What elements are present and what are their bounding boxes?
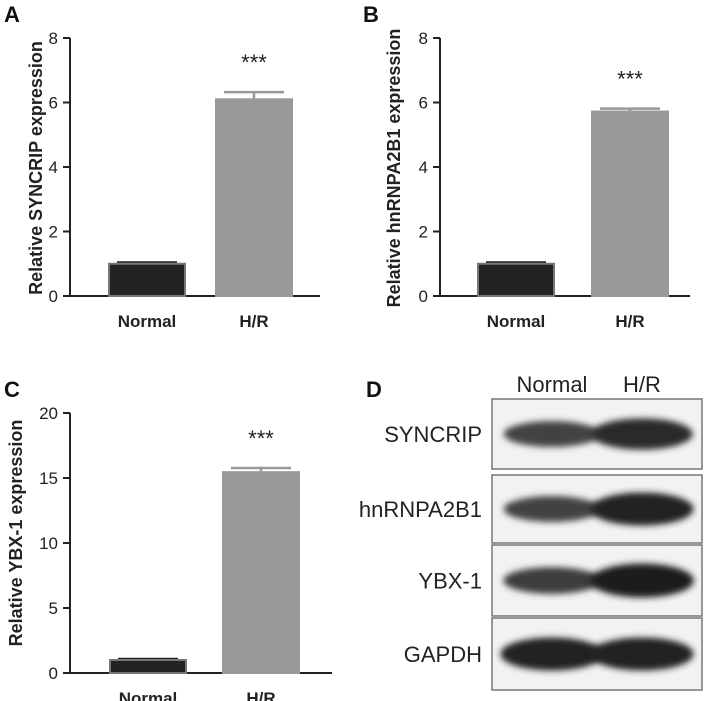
panel-letter-d: D (366, 377, 382, 402)
y-tick-label-c: 0 (49, 664, 58, 683)
panel-d: D Normal H/R SYNCRIP hnRNPA2B1 YBX-1 GAPDH (359, 372, 703, 691)
bar-b-normal (477, 262, 555, 297)
category-label-a: H/R (239, 312, 268, 331)
y-tick-label-a: 8 (49, 29, 58, 48)
significance-annotation-a: *** (241, 50, 267, 75)
significance-annotation-c: *** (248, 426, 274, 451)
bar-a-hr (215, 98, 293, 298)
panel-letter-a: A (4, 2, 20, 27)
blot-row-label: YBX-1 (418, 569, 482, 594)
y-axis-label-b: Relative hnRNPA2B1 expression (384, 29, 404, 308)
y-tick-label-a: 0 (49, 287, 58, 306)
y-tick-label-b: 4 (419, 158, 428, 177)
y-tick-label-b: 6 (419, 94, 428, 113)
bar-c-normal (109, 659, 187, 674)
blot-band (591, 418, 693, 450)
blot-row-label: hnRNPA2B1 (359, 497, 482, 522)
bar-chart-b: 0 2 4 6 8 Normal H/R *** (419, 29, 690, 331)
western-blot: Normal H/R SYNCRIP hnRNPA2B1 YBX-1 GAPDH (359, 372, 703, 691)
category-label-b: H/R (615, 312, 644, 331)
bar-b-hr (591, 110, 669, 297)
significance-annotation-b: *** (617, 67, 643, 92)
category-label-a: Normal (118, 312, 177, 331)
y-axis-label-a: Relative SYNCRIP expression (26, 41, 46, 295)
blot-column-label: H/R (623, 372, 661, 397)
y-tick-label-b: 2 (419, 223, 428, 242)
y-tick-label-c: 5 (49, 599, 58, 618)
blot-band (500, 637, 604, 671)
blot-band (503, 421, 601, 447)
blot-band (503, 567, 601, 594)
y-tick-label-a: 4 (49, 158, 58, 177)
y-axis-label-c: Relative YBX-1 expression (6, 420, 26, 647)
y-tick-label-c: 20 (39, 404, 58, 423)
y-tick-label-a: 6 (49, 94, 58, 113)
bar-c-hr (222, 471, 300, 674)
bar-chart-a: 0 2 4 6 8 Normal H/R *** (49, 29, 320, 331)
panel-c: C Relative YBX-1 expression 0 5 10 15 20 Norm… (4, 377, 332, 701)
blot-band (590, 492, 694, 526)
blot-band (503, 496, 601, 522)
panel-letter-c: C (4, 377, 20, 402)
category-label-c: H/R (246, 689, 275, 701)
y-tick-label-c: 15 (39, 469, 58, 488)
bar-chart-c: 0 5 10 15 20 Normal H/R *** (39, 404, 332, 701)
blot-band (590, 563, 694, 598)
y-tick-label-c: 10 (39, 534, 58, 553)
blot-column-label: Normal (517, 372, 588, 397)
y-tick-label-b: 0 (419, 287, 428, 306)
y-tick-label-b: 8 (419, 29, 428, 48)
blot-band (590, 637, 694, 671)
blot-row-label: SYNCRIP (384, 422, 482, 447)
y-tick-label-a: 2 (49, 223, 58, 242)
panel-letter-b: B (363, 2, 379, 27)
panel-a: A Relative SYNCRIP expression 0 2 4 6 8 Norma… (4, 2, 320, 331)
category-label-b: Normal (487, 312, 546, 331)
bar-a-normal (108, 262, 186, 297)
blot-row-label: GAPDH (404, 642, 482, 667)
category-label-c: Normal (119, 689, 178, 701)
panel-b: B Relative hnRNPA2B1 expression 0 2 4 6 8 Nor… (363, 2, 690, 331)
